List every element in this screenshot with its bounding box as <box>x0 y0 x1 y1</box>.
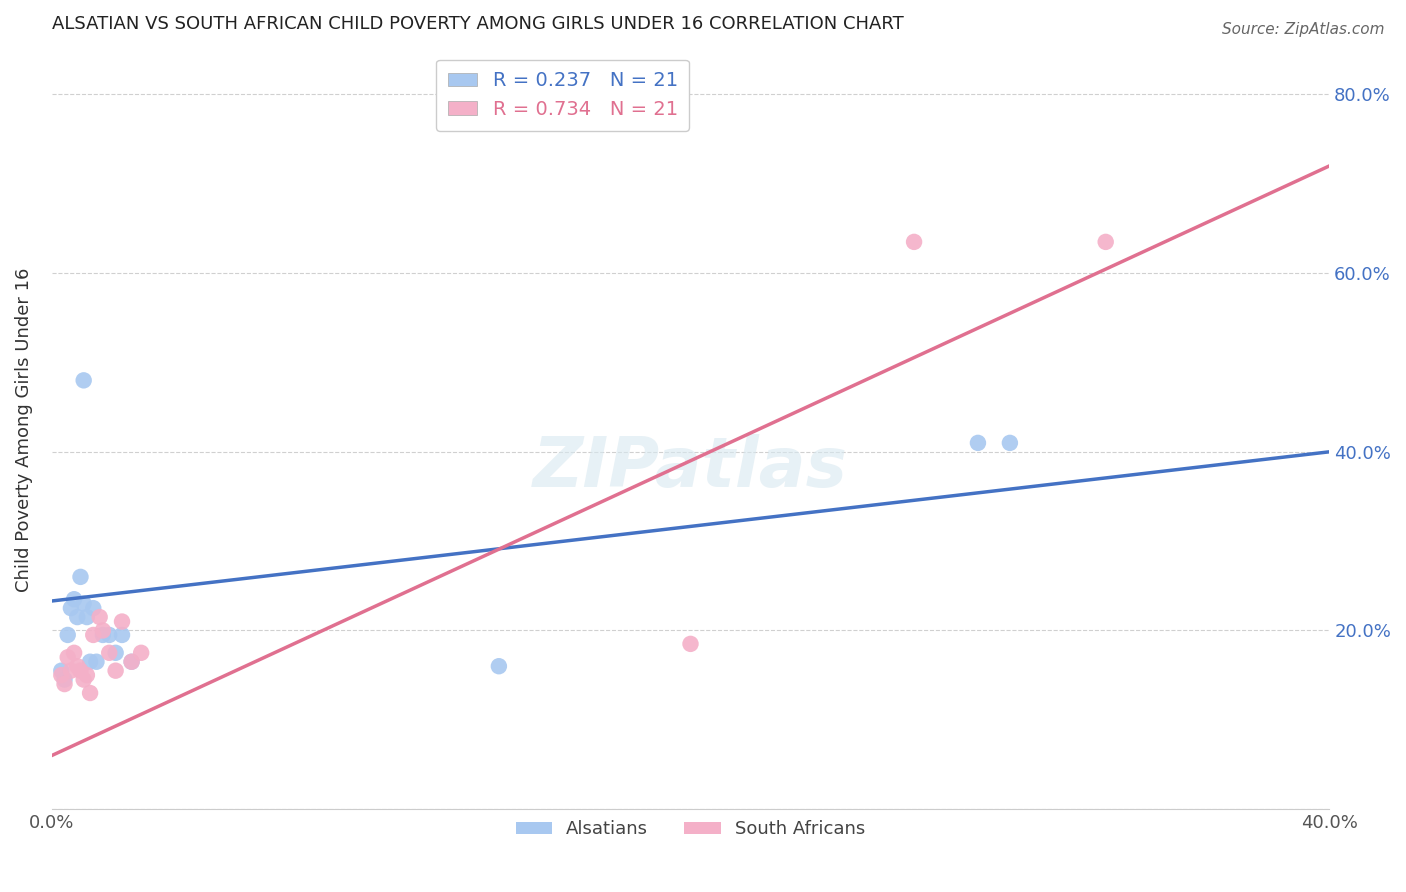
Legend: Alsatians, South Africans: Alsatians, South Africans <box>509 814 873 846</box>
Point <box>66 659 89 673</box>
Point <box>76 610 98 624</box>
Text: ZIPatlas: ZIPatlas <box>533 434 848 501</box>
Point <box>121 655 143 669</box>
Point <box>121 655 143 669</box>
Point <box>59 664 82 678</box>
Point <box>82 601 104 615</box>
Point <box>104 664 127 678</box>
Point <box>76 668 98 682</box>
Point <box>488 659 510 673</box>
Point <box>91 624 114 638</box>
Point <box>79 655 101 669</box>
Point <box>111 628 134 642</box>
Point <box>82 628 104 642</box>
Point <box>86 655 108 669</box>
Point <box>903 235 925 249</box>
Point <box>69 664 91 678</box>
Point <box>998 436 1021 450</box>
Point <box>89 610 111 624</box>
Point <box>53 677 76 691</box>
Point <box>679 637 702 651</box>
Point <box>1094 235 1116 249</box>
Point <box>51 668 73 682</box>
Point <box>63 646 86 660</box>
Point <box>91 628 114 642</box>
Point <box>73 597 96 611</box>
Point <box>104 646 127 660</box>
Point <box>73 673 96 687</box>
Point <box>66 610 89 624</box>
Point <box>129 646 152 660</box>
Point <box>79 686 101 700</box>
Point <box>53 673 76 687</box>
Point <box>98 628 121 642</box>
Point <box>98 646 121 660</box>
Point <box>56 650 79 665</box>
Text: ALSATIAN VS SOUTH AFRICAN CHILD POVERTY AMONG GIRLS UNDER 16 CORRELATION CHART: ALSATIAN VS SOUTH AFRICAN CHILD POVERTY … <box>52 15 904 33</box>
Point <box>59 601 82 615</box>
Point <box>56 628 79 642</box>
Point <box>111 615 134 629</box>
Point <box>73 373 96 387</box>
Y-axis label: Child Poverty Among Girls Under 16: Child Poverty Among Girls Under 16 <box>15 268 32 591</box>
Point <box>69 570 91 584</box>
Point <box>63 592 86 607</box>
Point <box>967 436 990 450</box>
Text: Source: ZipAtlas.com: Source: ZipAtlas.com <box>1222 22 1385 37</box>
Point <box>51 664 73 678</box>
